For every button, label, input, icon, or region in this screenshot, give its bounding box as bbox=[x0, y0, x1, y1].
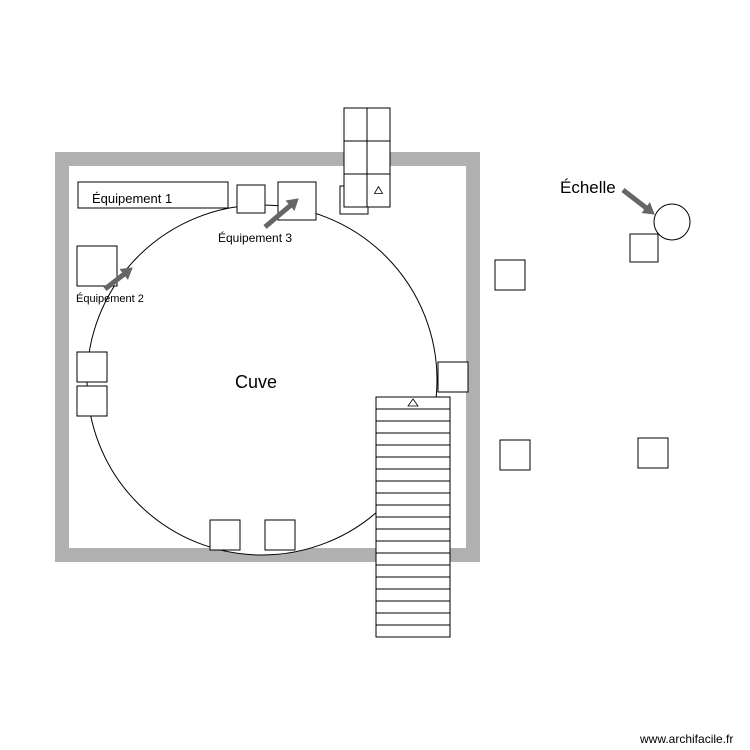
equipment-1-label: Équipement 1 bbox=[92, 191, 172, 206]
equipment-2-label: Équipement 2 bbox=[76, 293, 144, 305]
footer-link: www.archifacile.fr bbox=[640, 732, 733, 746]
tank-label: Cuve bbox=[235, 372, 277, 393]
echelle-label: Échelle bbox=[560, 178, 616, 198]
equipment-3-label: Équipement 3 bbox=[218, 231, 292, 245]
diagram-svg bbox=[0, 0, 750, 750]
